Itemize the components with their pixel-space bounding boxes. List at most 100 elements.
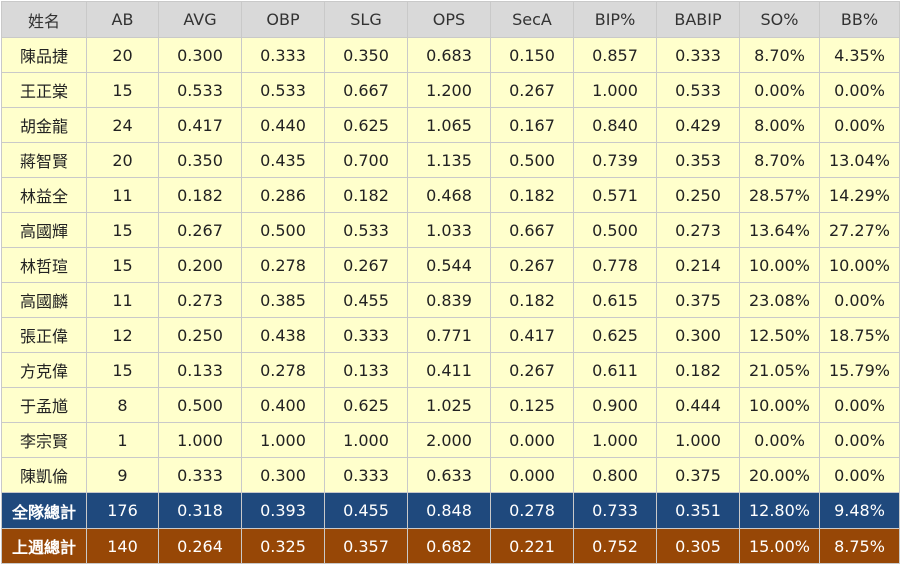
table-cell: 0.857 (573, 37, 657, 73)
table-cell: 28.57% (739, 177, 820, 213)
header-bip: BIP% (573, 1, 657, 38)
table-cell: 20.00% (739, 457, 820, 493)
table-cell: 0.000 (490, 457, 574, 493)
table-cell: 0.739 (573, 142, 657, 178)
team-total-label: 全隊總計 (1, 492, 87, 529)
table-cell: 1.025 (407, 387, 491, 423)
table-cell: 15.00% (739, 528, 820, 564)
table-cell: 1.000 (573, 72, 657, 108)
table-cell: 0.667 (490, 212, 574, 248)
table-cell: 15 (86, 247, 159, 283)
table-cell: 0.00% (739, 422, 820, 458)
table-cell: 0.221 (490, 528, 574, 564)
table-cell: 0.286 (241, 177, 325, 213)
table-cell: 15 (86, 72, 159, 108)
table-cell: 0.305 (656, 528, 740, 564)
table-cell: 0.333 (241, 37, 325, 73)
table-cell: 0.438 (241, 317, 325, 353)
table-row: 張正偉 12 0.250 0.438 0.333 0.771 0.417 0.625 0.300… (1, 317, 900, 353)
table-cell: 1 (86, 422, 159, 458)
table-cell: 8.70% (739, 142, 820, 178)
table-cell: 0.150 (490, 37, 574, 73)
table-cell: 0.625 (324, 387, 408, 423)
header-name: 姓名 (1, 1, 87, 38)
table-cell: 12.50% (739, 317, 820, 353)
table-cell: 0.615 (573, 282, 657, 318)
table-cell: 24 (86, 107, 159, 143)
table-cell: 1.000 (241, 422, 325, 458)
table-cell: 0.200 (158, 247, 242, 283)
table-cell: 0.611 (573, 352, 657, 388)
table-cell: 0.571 (573, 177, 657, 213)
player-name-cell: 胡金龍 (1, 107, 87, 143)
table-cell: 0.00% (819, 457, 900, 493)
table-row: 高國麟 11 0.273 0.385 0.455 0.839 0.182 0.615 0.375… (1, 282, 900, 318)
table-cell: 15.79% (819, 352, 900, 388)
table-cell: 0.455 (324, 282, 408, 318)
table-cell: 0.350 (324, 37, 408, 73)
table-cell: 0.182 (490, 177, 574, 213)
table-cell: 13.64% (739, 212, 820, 248)
table-cell: 0.267 (490, 352, 574, 388)
table-cell: 0.000 (490, 422, 574, 458)
table-cell: 0.278 (241, 247, 325, 283)
table-cell: 0.267 (158, 212, 242, 248)
table-cell: 0.318 (158, 492, 242, 529)
table-cell: 1.000 (656, 422, 740, 458)
table-cell: 0.357 (324, 528, 408, 564)
table-cell: 0.533 (158, 72, 242, 108)
player-name-cell: 高國輝 (1, 212, 87, 248)
table-cell: 8 (86, 387, 159, 423)
table-cell: 11 (86, 177, 159, 213)
table-cell: 0.250 (656, 177, 740, 213)
table-row: 蔣智賢 20 0.350 0.435 0.700 1.135 0.500 0.739 0.353… (1, 142, 900, 178)
table-cell: 0.278 (490, 492, 574, 529)
table-cell: 0.267 (490, 72, 574, 108)
table-cell: 23.08% (739, 282, 820, 318)
table-cell: 1.000 (158, 422, 242, 458)
table-cell: 11 (86, 282, 159, 318)
header-avg: AVG (158, 1, 242, 38)
table-cell: 0.273 (656, 212, 740, 248)
table-cell: 0.300 (158, 37, 242, 73)
player-name-cell: 方克偉 (1, 352, 87, 388)
table-row: 林哲瑄 15 0.200 0.278 0.267 0.544 0.267 0.778 0.214… (1, 247, 900, 283)
table-cell: 20 (86, 142, 159, 178)
player-name-cell: 蔣智賢 (1, 142, 87, 178)
player-name-cell: 王正棠 (1, 72, 87, 108)
table-cell: 0.625 (573, 317, 657, 353)
player-name-cell: 李宗賢 (1, 422, 87, 458)
header-obp: OBP (241, 1, 325, 38)
table-cell: 13.04% (819, 142, 900, 178)
player-name-cell: 林益全 (1, 177, 87, 213)
table-cell: 0.133 (324, 352, 408, 388)
table-cell: 0.00% (819, 72, 900, 108)
player-name-cell: 陳凱倫 (1, 457, 87, 493)
table-cell: 0.385 (241, 282, 325, 318)
table-row: 王正棠 15 0.533 0.533 0.667 1.200 0.267 1.000 0.533… (1, 72, 900, 108)
table-row: 李宗賢 1 1.000 1.000 1.000 2.000 0.000 1.000 1.000 0… (1, 422, 900, 458)
table-cell: 0.182 (490, 282, 574, 318)
table-cell: 2.000 (407, 422, 491, 458)
table-cell: 0.771 (407, 317, 491, 353)
table-row: 陳凱倫 9 0.333 0.300 0.333 0.633 0.000 0.800 0.375 2… (1, 457, 900, 493)
table-cell: 0.840 (573, 107, 657, 143)
table-cell: 27.27% (819, 212, 900, 248)
table-cell: 1.000 (573, 422, 657, 458)
header-row: 姓名 AB AVG OBP SLG OPS SecA BIP% BABIP SO… (1, 1, 900, 38)
table-cell: 0.333 (656, 37, 740, 73)
player-name-cell: 高國麟 (1, 282, 87, 318)
table-row: 陳品捷 20 0.300 0.333 0.350 0.683 0.150 0.857 0.333… (1, 37, 900, 73)
team-total-row: 全隊總計 176 0.318 0.393 0.455 0.848 0.278 0… (1, 492, 900, 529)
table-cell: 1.000 (324, 422, 408, 458)
table-cell: 0.214 (656, 247, 740, 283)
table-cell: 0.300 (656, 317, 740, 353)
player-name-cell: 于孟馗 (1, 387, 87, 423)
table-cell: 8.75% (819, 528, 900, 564)
table-cell: 0.533 (324, 212, 408, 248)
table-cell: 0.500 (490, 142, 574, 178)
table-cell: 9 (86, 457, 159, 493)
table-cell: 0.625 (324, 107, 408, 143)
table-cell: 0.273 (158, 282, 242, 318)
table-cell: 1.200 (407, 72, 491, 108)
